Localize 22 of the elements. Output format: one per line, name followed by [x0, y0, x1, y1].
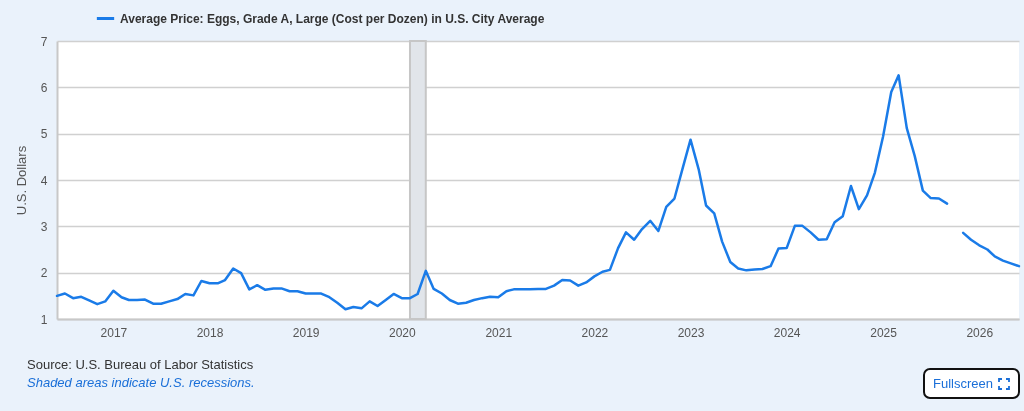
y-axis-title: U.S. Dollars — [13, 145, 29, 216]
y-tick-label: 6 — [40, 80, 48, 95]
y-tick-label: 5 — [40, 127, 48, 142]
x-tick-label: 2021 — [485, 325, 513, 340]
y-tick-label: 1 — [40, 312, 48, 327]
y-tick-label: 2 — [40, 266, 48, 281]
y-tick-label: 3 — [40, 219, 48, 234]
x-tick-label: 2024 — [773, 325, 801, 340]
x-tick-label: 2025 — [870, 325, 898, 340]
y-tick-label: 4 — [40, 173, 48, 188]
x-tick-label: 2023 — [677, 325, 705, 340]
text: Shaded areas indicate U.S. recessions. — [27, 375, 255, 390]
legend-label: Average Price: Eggs, Grade A, Large (Cost per Dozen) in U.S. City Average — [120, 11, 545, 26]
x-tick-label: 2022 — [581, 325, 609, 340]
x-tick-label: 2018 — [196, 325, 224, 340]
x-tick-label: 2020 — [388, 325, 416, 340]
source-note: Source: U.S. Bureau of Labor Statistics — [27, 357, 254, 372]
x-tick-label: 2026 — [966, 325, 994, 340]
y-tick-label: 7 — [40, 34, 48, 49]
text: Fullscreen — [933, 376, 993, 391]
x-tick-label: 2019 — [292, 325, 320, 340]
x-tick-label: 2017 — [100, 325, 128, 340]
